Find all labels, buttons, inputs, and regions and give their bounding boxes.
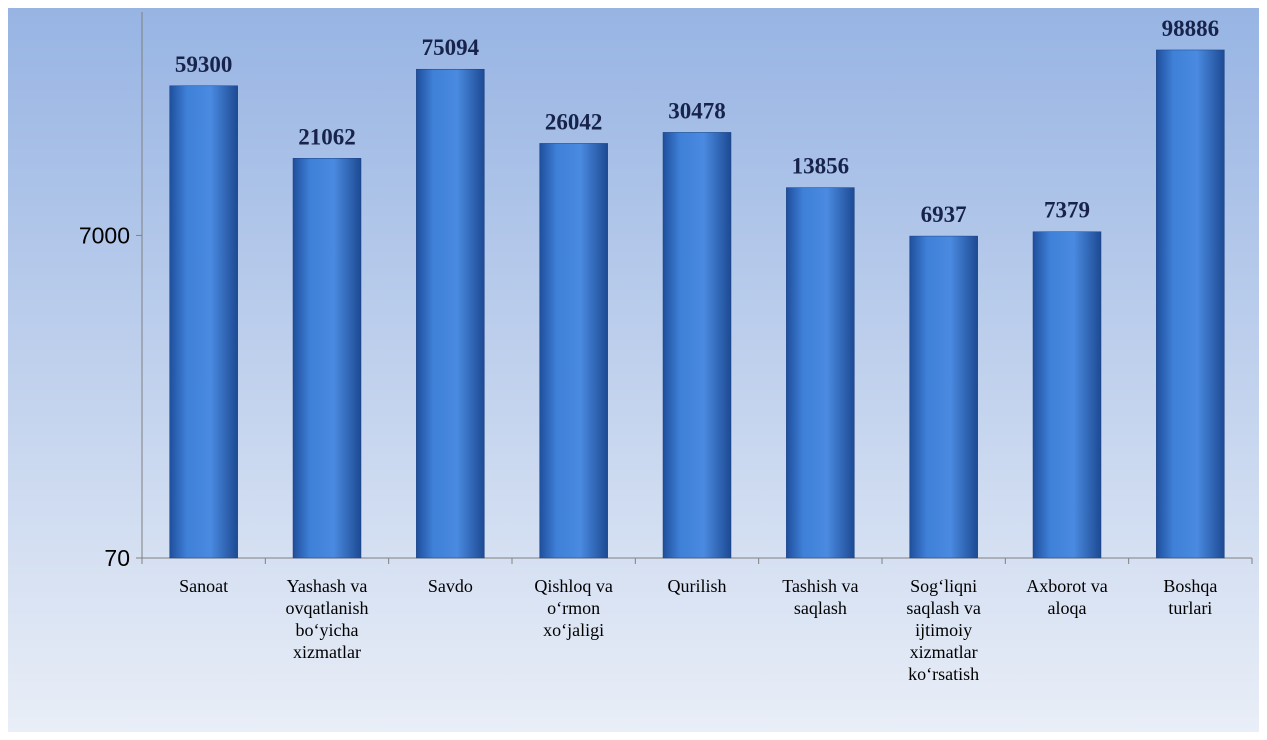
value-label: 98886 <box>1162 16 1220 41</box>
bar <box>1032 231 1102 559</box>
value-label: 75094 <box>422 35 480 60</box>
y-tick-label: 70 <box>104 545 130 571</box>
value-label: 21062 <box>298 124 356 149</box>
bar <box>292 158 362 559</box>
x-tick-label: Boshqa turlari <box>1163 576 1218 618</box>
x-tick-label: Yashash va ovqatlanish bo‘yicha xizmatla… <box>285 576 369 662</box>
value-label: 59300 <box>175 52 233 77</box>
y-tick-label: 7000 <box>79 222 130 248</box>
value-label: 30478 <box>668 98 726 123</box>
value-label: 7379 <box>1044 198 1090 223</box>
value-label: 6937 <box>921 202 967 227</box>
bar <box>169 85 238 559</box>
x-tick-label: Sanoat <box>179 576 229 596</box>
x-tick-label: Savdo <box>427 576 473 596</box>
bar <box>662 132 732 559</box>
x-tick-label: Tashish va saqlash <box>782 576 859 618</box>
x-tick-label: Axborot va aloqa <box>1026 576 1108 618</box>
bar <box>1156 49 1225 559</box>
x-tick-label: Qurilish <box>667 576 727 596</box>
value-label: 26042 <box>545 109 603 134</box>
bar <box>539 143 608 559</box>
value-label: 13856 <box>792 154 850 179</box>
x-tick-label: Qishloq va o‘rmon xo‘jaligi <box>534 576 613 640</box>
bar <box>909 235 978 559</box>
bar <box>786 187 855 559</box>
bar <box>416 68 485 559</box>
x-tick-label: Sog‘liqni saqlash va ijtimoiy xizmatlar … <box>906 576 981 684</box>
